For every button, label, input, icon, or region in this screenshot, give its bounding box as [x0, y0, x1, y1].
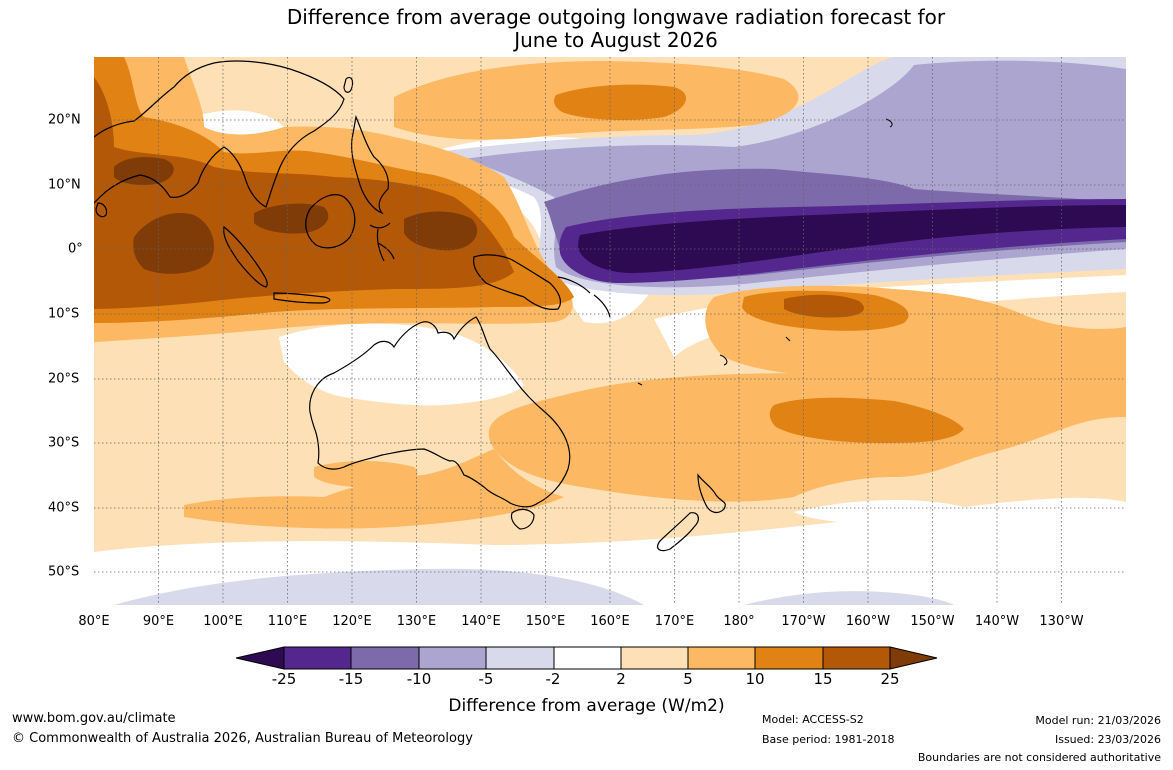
legend-tick-minus10: -10: [406, 670, 432, 688]
shade-plus10-to-plus15-tasman: [769, 397, 964, 443]
legend-units-label: Difference from average (W/m2): [448, 696, 725, 716]
new-zealand-north-outline: [697, 473, 726, 514]
color-legend: [235, 646, 938, 670]
model-run-date: Model run: 21/03/2026: [1035, 714, 1161, 727]
legend-swatch-minus5-minus2: [485, 646, 555, 670]
lon-label-110e: 110°E: [267, 614, 308, 629]
sumatra-outline: [223, 225, 268, 288]
pacific-islands: [637, 118, 893, 386]
legend-swatch-minus15-minus10: [350, 646, 420, 670]
lat-label-30s: 30°S: [48, 435, 80, 451]
shade-neutral-southpacific: [654, 275, 1126, 357]
taiwan-outline: [343, 76, 354, 93]
lon-label-170w: 170°W: [781, 614, 826, 629]
shade-minus2-to-minus5-south: [114, 568, 644, 605]
lon-label-180: 180°: [723, 614, 755, 629]
lat-label-20s: 20°S: [48, 371, 80, 387]
legend-swatch-minus25-minus15: [283, 646, 352, 670]
shade-minus2-to-minus5-southeast: [744, 591, 954, 605]
website-link[interactable]: www.bom.gov.au/climate: [12, 711, 176, 726]
lon-label-140e: 140°E: [461, 614, 501, 629]
legend-tick-minus5: -5: [478, 670, 494, 688]
legend-tick-plus2: 2: [616, 670, 626, 688]
legend-swatch-minus10-minus5: [418, 646, 487, 670]
borneo-outline: [305, 194, 356, 249]
philippines-outline: [351, 114, 389, 215]
lon-label-130e: 130°E: [396, 614, 437, 629]
shade-neutral-se-tasman: [794, 500, 966, 529]
java-outline: [273, 292, 331, 304]
legend-swatch-plus15-plus25: [822, 646, 891, 670]
copyright-notice: © Commonwealth of Australia 2026, Austra…: [12, 731, 473, 746]
graticule: [94, 57, 1126, 605]
new-guinea-outline: [473, 254, 562, 310]
legend-tick-plus10: 10: [745, 670, 765, 688]
shade-gt25-newguinea: [404, 211, 478, 251]
legend-swatch-plus2-plus5: [620, 646, 689, 670]
issued-date: Issued: 23/03/2026: [1054, 733, 1161, 746]
lon-label-130w: 130°W: [1039, 614, 1084, 629]
legend-swatch-lt-minus25: [235, 646, 285, 670]
shade-plus5-to-plus10-gab: [314, 461, 418, 488]
lon-label-160w: 160°W: [845, 614, 891, 629]
legend-swatch-plus10-plus15: [754, 646, 824, 670]
tasmania-outline: [510, 508, 535, 530]
lon-label-150w: 150°W: [910, 614, 955, 629]
boundaries-disclaimer: Boundaries are not considered authoritat…: [917, 751, 1161, 764]
shade-gt25-borneo: [254, 203, 329, 234]
legend-tick-plus25: 25: [880, 670, 900, 688]
lon-label-90e: 90°E: [142, 614, 175, 629]
png-islands-outline: [557, 276, 611, 318]
base-period: Base period: 1981-2018: [762, 733, 895, 746]
lon-label-150e: 150°E: [525, 614, 566, 629]
lat-label-40s: 40°S: [48, 500, 80, 516]
lon-label-160e: 160°E: [590, 614, 630, 629]
shade-gt25-west: [133, 213, 214, 274]
model-name: Model: ACCESS-S2: [762, 713, 864, 726]
lon-label-80e: 80°E: [78, 614, 110, 629]
map-title-line1: Difference from average outgoing longwav…: [286, 5, 946, 29]
sri-lanka-outline: [95, 202, 108, 218]
shade-plus15-to-plus25-scentral: [784, 294, 864, 318]
legend-tick-minus25: -25: [271, 670, 297, 688]
legend-tick-plus5: 5: [683, 670, 693, 688]
lon-label-120e: 120°E: [332, 614, 372, 629]
legend-tick-plus15: 15: [813, 670, 833, 688]
shade-lt-minus25: [578, 205, 1126, 273]
legend-swatch-plus5-plus10: [687, 646, 756, 670]
australia-outline: [309, 316, 571, 508]
shade-plus10-to-plus15-npacific: [554, 84, 687, 120]
shade-plus5-to-plus10-sindian: [184, 449, 564, 529]
lat-label-20n: 20°N: [48, 112, 81, 128]
lon-label-140w: 140°W: [974, 614, 1020, 629]
olr-anomaly-map: [94, 57, 1126, 605]
new-zealand-south-outline: [657, 512, 699, 552]
lat-label-10n: 10°N: [48, 177, 81, 193]
legend-swatch-minus2-plus2: [553, 646, 622, 670]
se-asia-outline: [94, 60, 345, 208]
legend-tick-minus15: -15: [338, 670, 364, 688]
sulawesi-outline: [369, 222, 395, 262]
lat-label-10s: 10°S: [48, 306, 80, 322]
shade-neutral-australia: [279, 323, 524, 406]
lat-label-50s: 50°S: [48, 564, 80, 580]
legend-tick-minus2: -2: [545, 670, 561, 688]
lat-label-0: 0°: [68, 241, 83, 257]
lon-label-170e: 170°E: [654, 614, 695, 629]
legend-swatch-gt-plus25: [889, 646, 938, 670]
map-title-line2: June to August 2026: [514, 28, 718, 52]
lon-label-100e: 100°E: [203, 614, 243, 629]
